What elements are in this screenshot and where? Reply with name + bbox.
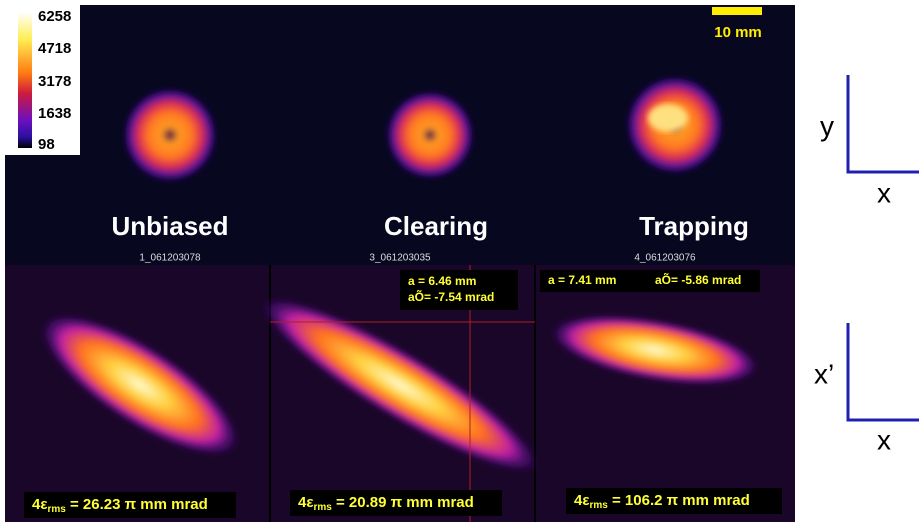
symbol: 4ε [32,496,47,513]
axis-label: x [877,177,891,208]
value: = 106.2 π mm mrad [608,492,750,509]
symbol: 4ε [574,492,589,509]
axis-icon [848,75,919,172]
beam-spot [385,90,475,180]
value: = 20.89 π mm mrad [332,494,474,511]
axis-label: x’ [814,358,834,389]
file-name: 3_061203035 [369,253,431,264]
alpha: a = 6.46 mm [408,274,476,288]
axis-icon [848,323,919,420]
file-name: 1_061203078 [139,253,201,264]
colorbar-tick: 4718 [38,40,71,57]
alpha: a = 7.41 mm [548,273,616,287]
beam-spot [122,87,218,183]
subscript: rms [47,504,66,515]
axis-label: x [877,424,891,455]
colorbar [18,12,32,148]
beam-hotspot [648,104,688,132]
scale-label: 10 mm [714,24,762,41]
panel-label: Clearing [384,211,488,241]
axis-label: y [820,110,834,141]
file-name: 4_061203076 [634,253,696,264]
panel-label: Unbiased [111,211,228,241]
panel-label: Trapping [639,211,749,241]
colorbar-tick: 1638 [38,105,71,122]
colorbar-tick: 98 [38,136,55,153]
scale-bar [712,7,762,15]
value: = 26.23 π mm mrad [66,496,208,513]
alpha-prime: aÕ= -7.54 mrad [408,289,494,304]
figure: 6258 4718 3178 1638 98 10 mm Unbiased Cl… [0,0,919,522]
subscript: rms [313,502,332,513]
subscript: rms [589,500,608,511]
alpha-prime: aÕ= -5.86 mrad [655,272,741,287]
symbol: 4ε [298,494,313,511]
colorbar-tick: 3178 [38,73,71,90]
colorbar-tick: 6258 [38,8,71,25]
